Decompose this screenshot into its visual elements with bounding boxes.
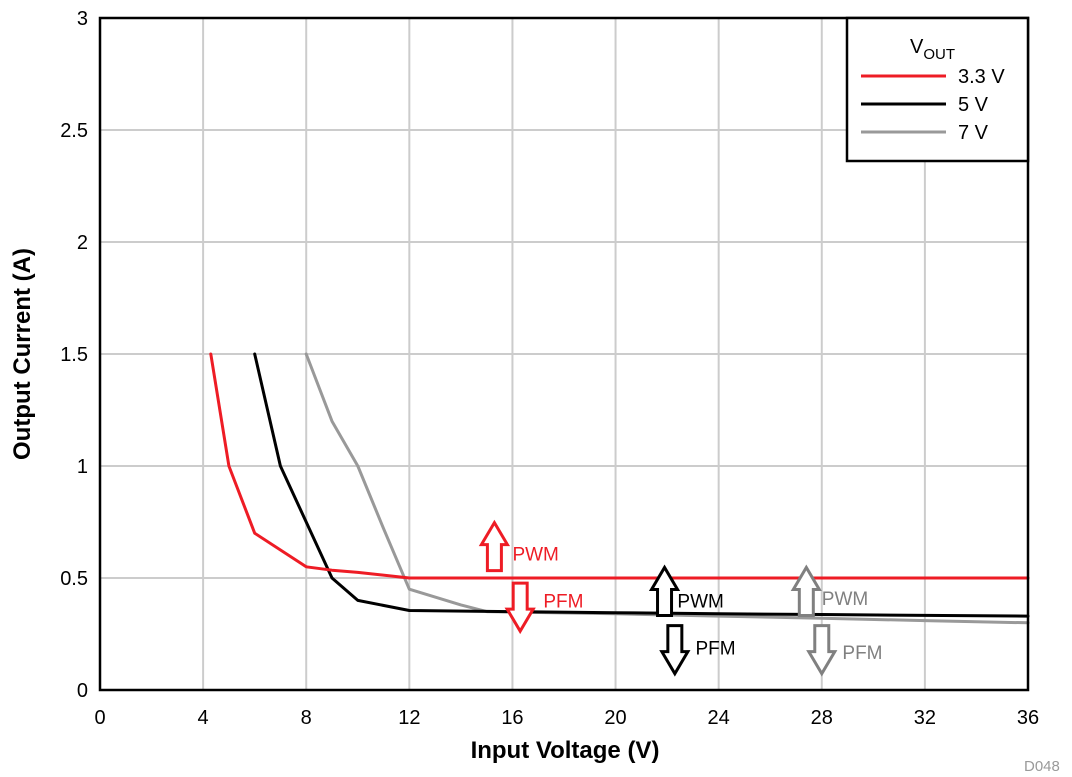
- y-tick-label: 0.5: [60, 568, 88, 590]
- legend: VOUT 3.3 V 5 V 7 V: [845, 16, 1030, 163]
- mode-label: PFM: [695, 638, 735, 659]
- mode-annotation-pwm: PWM: [648, 564, 724, 617]
- x-tick-label: 4: [198, 707, 209, 729]
- mode-label: PWM: [512, 544, 558, 565]
- y-tick-label: 2.5: [60, 120, 88, 142]
- legend-box: [845, 16, 1030, 163]
- legend-label: 5 V: [958, 94, 989, 116]
- mode-annotations: PWM PFM PWM PFM PWM PFM: [478, 519, 883, 677]
- tick-labels: 0 4 8 12 16 20 24 28 32 36 0 0.5 1 1.5 2 2.5 3: [60, 8, 1039, 729]
- x-tick-label: 28: [811, 707, 833, 729]
- mode-label: PFM: [543, 591, 583, 612]
- x-axis-title: Input Voltage (V): [471, 737, 660, 764]
- y-axis-title: Output Current (A): [9, 248, 36, 460]
- series-line-5v: [253, 352, 1030, 618]
- series-line-3.3v: [209, 352, 1030, 580]
- legend-label: 7 V: [958, 122, 989, 144]
- legend-items: 3.3 V 5 V 7 V: [861, 66, 1005, 144]
- mode-label: PFM: [842, 643, 882, 664]
- series-line-7v: [304, 352, 1030, 625]
- x-tick-label: 8: [301, 707, 312, 729]
- mode-arrow-up-icon: [478, 519, 511, 573]
- mode-annotation-pfm: PFM: [806, 624, 883, 677]
- x-tick-label: 16: [501, 707, 523, 729]
- x-tick-label: 0: [94, 707, 105, 729]
- y-tick-label: 1: [77, 456, 88, 478]
- mode-arrow-down-icon: [659, 624, 691, 677]
- mode-annotation-pwm: PWM: [478, 519, 559, 573]
- mode-annotation-pfm: PFM: [659, 624, 736, 677]
- legend-title: VOUT: [910, 36, 955, 63]
- x-tick-label: 32: [914, 707, 936, 729]
- mode-arrow-up-icon: [790, 564, 822, 617]
- footnote-code: D048: [1024, 758, 1060, 775]
- plot-frame: [98, 16, 1030, 692]
- legend-title-subscript: OUT: [923, 46, 955, 63]
- mode-arrow-down-icon: [806, 624, 838, 677]
- y-tick-label: 3: [77, 8, 88, 30]
- mode-label: PWM: [677, 591, 723, 612]
- y-tick-label: 2: [77, 232, 88, 254]
- y-tick-label: 1.5: [60, 344, 88, 366]
- x-tick-label: 12: [398, 707, 420, 729]
- mode-arrow-up-icon: [648, 564, 681, 617]
- y-tick-label: 0: [77, 680, 88, 702]
- mode-annotation-pfm: PFM: [504, 581, 583, 635]
- x-tick-label: 36: [1017, 707, 1039, 729]
- mode-label: PWM: [822, 589, 868, 610]
- mode-arrow-down-icon: [504, 581, 536, 635]
- legend-label: 3.3 V: [958, 66, 1005, 88]
- x-tick-label: 24: [708, 707, 730, 729]
- series-layer: [209, 352, 1030, 625]
- mode-annotation-pwm: PWM: [790, 564, 868, 617]
- legend-title-main: V: [910, 36, 924, 58]
- x-tick-label: 20: [604, 707, 626, 729]
